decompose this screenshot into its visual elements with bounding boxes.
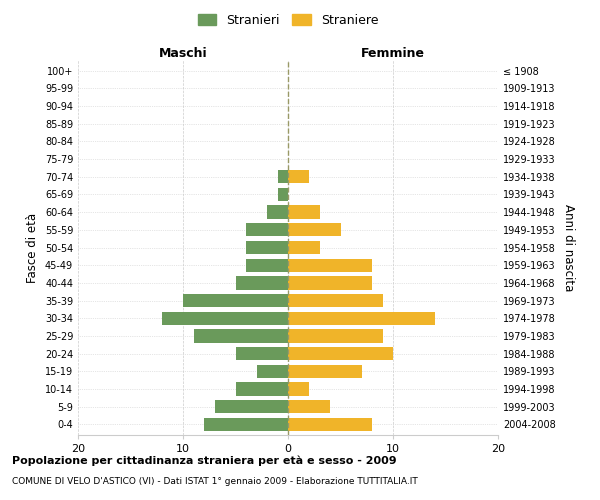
- Bar: [235, 347, 288, 360]
- Bar: [267, 206, 288, 219]
- Bar: [246, 241, 288, 254]
- Bar: [246, 258, 288, 272]
- Text: COMUNE DI VELO D'ASTICO (VI) - Dati ISTAT 1° gennaio 2009 - Elaborazione TUTTITA: COMUNE DI VELO D'ASTICO (VI) - Dati ISTA…: [12, 478, 418, 486]
- Text: Femmine: Femmine: [361, 47, 425, 60]
- Bar: [288, 418, 372, 431]
- Bar: [288, 312, 435, 325]
- Y-axis label: Anni di nascita: Anni di nascita: [562, 204, 575, 291]
- Y-axis label: Fasce di età: Fasce di età: [26, 212, 39, 282]
- Bar: [257, 364, 288, 378]
- Bar: [288, 258, 372, 272]
- Bar: [288, 364, 361, 378]
- Bar: [288, 170, 309, 183]
- Bar: [288, 223, 341, 236]
- Bar: [162, 312, 288, 325]
- Bar: [288, 400, 330, 413]
- Bar: [288, 347, 393, 360]
- Bar: [204, 418, 288, 431]
- Text: Popolazione per cittadinanza straniera per età e sesso - 2009: Popolazione per cittadinanza straniera p…: [12, 455, 397, 466]
- Legend: Stranieri, Straniere: Stranieri, Straniere: [193, 8, 383, 32]
- Bar: [288, 241, 320, 254]
- Bar: [288, 382, 309, 396]
- Bar: [215, 400, 288, 413]
- Bar: [235, 382, 288, 396]
- Bar: [183, 294, 288, 307]
- Bar: [235, 276, 288, 289]
- Bar: [288, 294, 383, 307]
- Bar: [288, 330, 383, 342]
- Text: Maschi: Maschi: [158, 47, 208, 60]
- Bar: [277, 170, 288, 183]
- Bar: [288, 206, 320, 219]
- Bar: [193, 330, 288, 342]
- Bar: [288, 276, 372, 289]
- Bar: [277, 188, 288, 201]
- Bar: [246, 223, 288, 236]
